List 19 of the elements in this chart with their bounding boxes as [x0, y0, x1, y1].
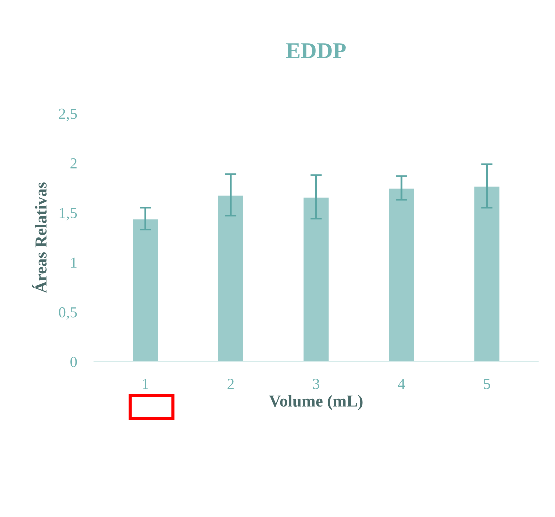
- y-tick-label: 0,5: [59, 307, 78, 320]
- bar: [217, 194, 245, 362]
- y-tick-label: 1: [71, 258, 77, 268]
- y-tick-label: 2: [70, 158, 77, 169]
- x-tick-label: 1: [143, 379, 148, 390]
- y-tick-label: 0: [70, 357, 78, 368]
- x-tick-label: 4: [398, 379, 406, 390]
- y-axis-title: Áreas Relativas: [32, 182, 47, 294]
- bar: [132, 218, 160, 362]
- chart-title: EDDP: [286, 44, 346, 58]
- y-tick-label: 1,5: [60, 208, 78, 221]
- x-tick-label: 5: [484, 379, 490, 390]
- x-tick-label: 2: [228, 379, 234, 390]
- y-tick-label: 2,5: [59, 108, 78, 122]
- bar: [388, 187, 416, 362]
- bar: [302, 196, 330, 362]
- x-tick-label: 3: [313, 379, 320, 390]
- x-axis-title: Volume (mL): [269, 395, 363, 410]
- bar: [473, 186, 502, 362]
